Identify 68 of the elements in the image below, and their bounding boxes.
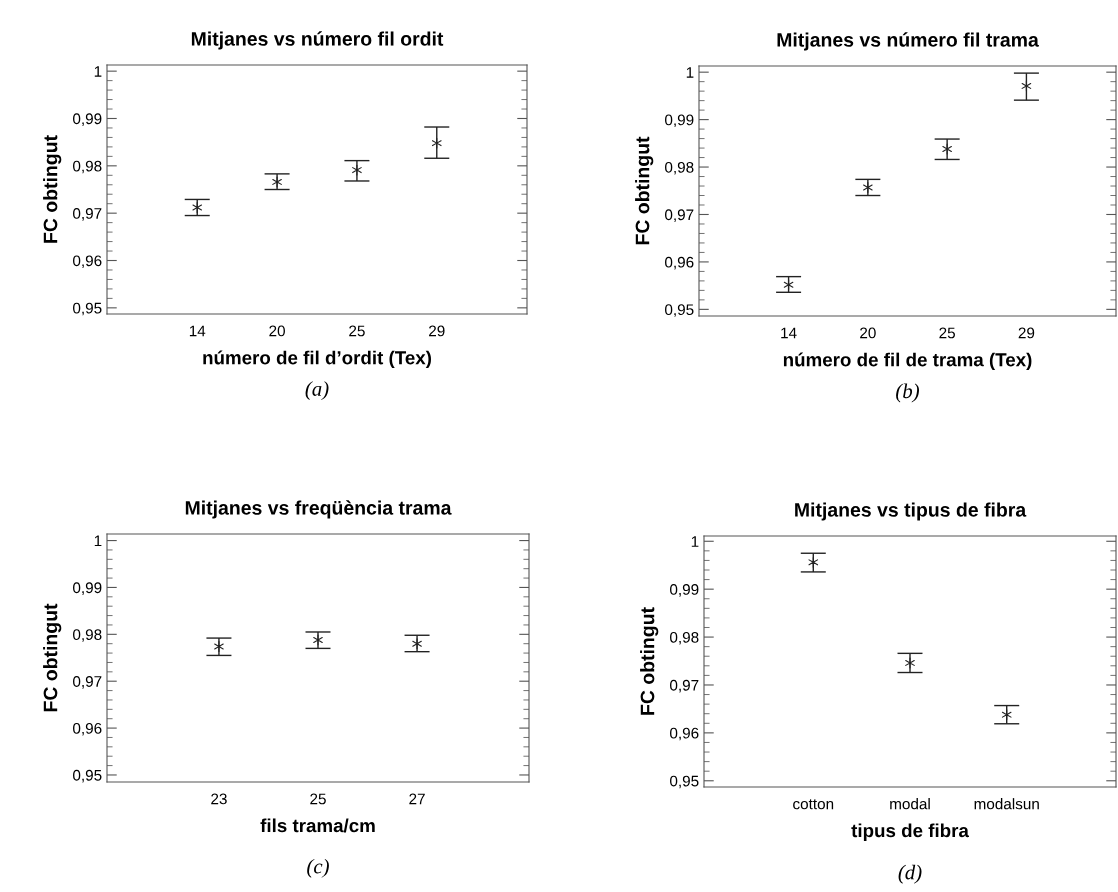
x-tick-label: 23 [211,793,227,805]
x-tick-label: 25 [310,793,326,805]
y-tick-label: 1 [686,67,694,78]
chart-title: Mitjanes vs freqüència trama [185,500,452,519]
text: (d) [898,864,922,884]
x-tick-label: 25 [349,325,365,337]
x-tick-label: 25 [939,327,955,339]
y-tick-label: 0,96 [73,722,102,736]
x-tick-label: 14 [189,325,206,337]
point [905,657,915,669]
text: (a) [305,381,329,401]
y-tick-label: 0,98 [670,631,699,645]
y-tick-label: 0,99 [73,113,102,126]
y-tick-label: 0,97 [73,676,102,689]
x-tick-label: 29 [429,325,445,337]
x-tick-label: cotton [793,799,834,810]
y-axis-title: FC obtingut [635,136,654,245]
x-axis-title: fils trama/cm [260,818,375,833]
x-tick-label: modalsun [974,798,1039,810]
y-tick-label: 0,96 [665,256,694,270]
point [1021,80,1032,92]
y-tick-label: 0,97 [670,679,699,693]
chart-title: Mitjanes vs número fil trama [777,32,1039,51]
point [783,279,794,291]
chart-title: Mitjanes vs tipus de fibra [795,502,1027,521]
x-axis-title: número de fil de trama (Tex) [783,352,1032,371]
y-tick-label: 0,95 [670,775,699,789]
x-tick-label: 20 [860,327,876,339]
point [313,634,323,646]
point [272,176,282,188]
y-tick-label: 0,96 [670,727,699,741]
y-tick-label: 0,98 [73,629,102,642]
x-tick-label: 27 [409,793,425,805]
y-tick-label: 0,96 [73,255,102,268]
y-tick-label: 0,97 [665,209,694,222]
y-tick-label: 1 [691,536,699,547]
chart-title: Mitjanes vs número fil ordit [191,31,444,50]
x-tick-label: 20 [269,325,285,337]
y-tick-label: 0,97 [73,208,102,221]
text: (c) [307,858,329,878]
y-tick-label: 0,95 [73,769,102,783]
x-axis-title: número de fil d’ordit (Tex) [203,350,432,369]
x-tick-label: modal [890,798,930,810]
x-tick-label: 29 [1018,327,1035,339]
point [942,143,952,155]
y-tick-label: 0,99 [665,114,694,128]
y-tick-label: 0,99 [670,584,699,597]
y-tick-label: 1 [94,66,102,77]
y-axis-title: FC obtingut [43,603,62,712]
point [863,181,873,193]
y-tick-label: 0,99 [73,582,102,595]
y-tick-label: 0,98 [665,161,694,175]
point [352,164,362,176]
y-tick-label: 1 [94,535,102,547]
y-axis-title: FC obtingut [640,607,659,715]
point [1001,709,1012,721]
point [192,202,203,213]
point [431,137,442,149]
y-tick-label: 0,95 [665,304,694,317]
y-tick-label: 0,98 [73,160,102,174]
point [808,556,819,568]
x-tick-label: 14 [781,327,797,339]
x-axis-title: tipus de fibra [851,823,969,841]
text: (b) [896,383,919,403]
point [214,641,224,652]
point [412,638,422,650]
y-axis-title: FC obtingut [43,135,62,243]
y-tick-label: 0,95 [73,302,102,316]
